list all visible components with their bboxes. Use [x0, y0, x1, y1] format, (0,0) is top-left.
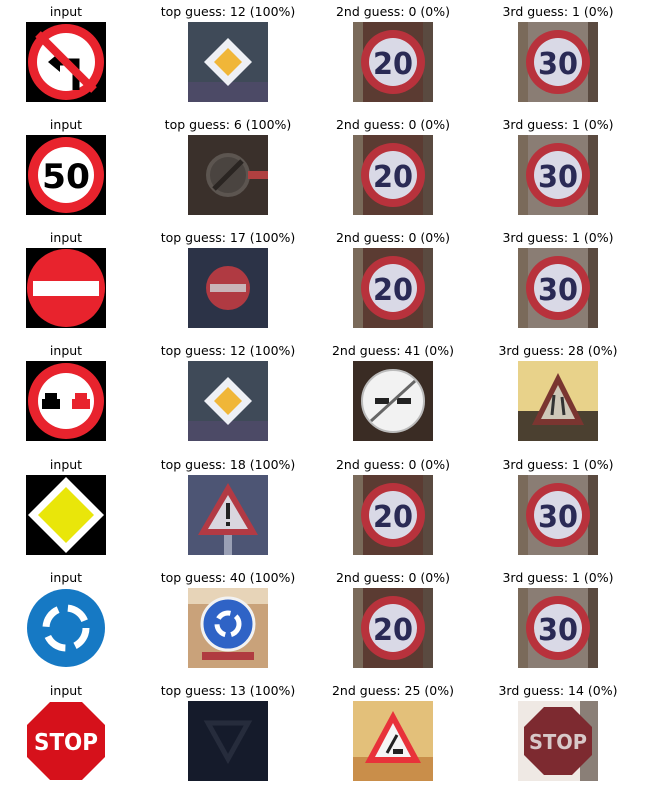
input-caption: input — [49, 683, 83, 698]
guess-caption: 2nd guess: 0 (0%) — [335, 570, 451, 585]
input-cell: input STOP — [0, 683, 146, 783]
input-cell: input — [0, 343, 146, 443]
no-entry-photo-icon — [188, 248, 268, 328]
no-left-turn-sign-icon — [26, 22, 106, 102]
input-caption: input — [49, 343, 83, 358]
input-caption: input — [49, 570, 83, 585]
guess-cell: top guess: 13 (100%) — [148, 683, 308, 783]
speed-limit-20-photo-icon: 20 — [353, 22, 433, 102]
input-cell: input 50 — [0, 117, 146, 217]
svg-text:20: 20 — [373, 613, 413, 648]
speed-limit-50-sign-icon: 50 — [26, 135, 106, 215]
svg-text:30: 30 — [538, 160, 578, 195]
svg-text:20: 20 — [373, 500, 413, 535]
input-caption: input — [49, 4, 83, 19]
svg-text:30: 30 — [538, 500, 578, 535]
end-of-speed-limit-photo-icon — [188, 135, 268, 215]
speed-limit-30-photo-icon: 30 — [518, 588, 598, 668]
guess-caption: 2nd guess: 0 (0%) — [335, 457, 451, 472]
guess-caption: top guess: 13 (100%) — [160, 683, 296, 698]
guess-caption: 2nd guess: 41 (0%) — [331, 343, 454, 358]
guess-cell: top guess: 12 (100%) — [148, 343, 308, 443]
children-crossing-photo-icon — [518, 361, 598, 441]
svg-text:STOP: STOP — [34, 730, 98, 756]
guess-caption: 3rd guess: 1 (0%) — [502, 117, 614, 132]
svg-text:20: 20 — [373, 47, 413, 82]
guess-caption: 2nd guess: 0 (0%) — [335, 117, 451, 132]
guess-cell: 3rd guess: 28 (0%) — [478, 343, 638, 443]
svg-text:30: 30 — [538, 47, 578, 82]
guess-cell: 3rd guess: 1 (0%) 30 — [478, 570, 638, 670]
speed-limit-20-photo-icon: 20 — [353, 475, 433, 555]
no-entry-sign-icon — [26, 248, 106, 328]
speed-limit-20-photo-icon: 20 — [353, 248, 433, 328]
input-caption: input — [49, 230, 83, 245]
guess-caption: 2nd guess: 0 (0%) — [335, 230, 451, 245]
no-overtaking-sign-icon — [26, 361, 106, 441]
guess-caption: top guess: 18 (100%) — [160, 457, 296, 472]
stop-sign-icon: STOP — [26, 701, 106, 781]
guess-cell: 3rd guess: 1 (0%) 30 — [478, 230, 638, 330]
guess-cell: 3rd guess: 1 (0%) 30 — [478, 117, 638, 217]
guess-cell: 2nd guess: 25 (0%) — [313, 683, 473, 783]
guess-cell: top guess: 40 (100%) — [148, 570, 308, 670]
priority-road-photo-icon — [188, 361, 268, 441]
roundabout-photo-icon — [188, 588, 268, 668]
guess-caption: 2nd guess: 0 (0%) — [335, 4, 451, 19]
end-of-no-passing-photo-icon — [353, 361, 433, 441]
priority-road-photo-icon — [188, 22, 268, 102]
guess-caption: 3rd guess: 1 (0%) — [502, 457, 614, 472]
roundabout-sign-icon — [26, 588, 106, 668]
guess-caption: 2nd guess: 25 (0%) — [331, 683, 454, 698]
guess-cell: 2nd guess: 0 (0%) 20 — [313, 457, 473, 557]
speed-limit-30-photo-icon: 30 — [518, 22, 598, 102]
speed-limit-20-photo-icon: 20 — [353, 588, 433, 668]
guess-caption: top guess: 40 (100%) — [160, 570, 296, 585]
input-caption: input — [49, 457, 83, 472]
guess-cell: 3rd guess: 14 (0%) STOP — [478, 683, 638, 783]
svg-text:STOP: STOP — [529, 730, 587, 754]
svg-text:30: 30 — [538, 273, 578, 308]
input-caption: input — [49, 117, 83, 132]
svg-text:20: 20 — [373, 160, 413, 195]
input-cell: input — [0, 570, 146, 670]
guess-caption: top guess: 12 (100%) — [160, 343, 296, 358]
input-cell: input — [0, 4, 146, 104]
guess-caption: 3rd guess: 1 (0%) — [502, 230, 614, 245]
priority-road-sign-icon — [26, 475, 106, 555]
guess-caption: 3rd guess: 14 (0%) — [498, 683, 618, 698]
speed-limit-30-photo-icon: 30 — [518, 248, 598, 328]
guess-cell: 2nd guess: 0 (0%) 20 — [313, 117, 473, 217]
guess-cell: 2nd guess: 0 (0%) 20 — [313, 570, 473, 670]
guess-caption: top guess: 17 (100%) — [160, 230, 296, 245]
road-work-photo-icon — [353, 701, 433, 781]
stop-photo-icon: STOP — [518, 701, 598, 781]
speed-limit-20-photo-icon: 20 — [353, 135, 433, 215]
input-cell: input — [0, 230, 146, 330]
speed-limit-30-photo-icon: 30 — [518, 475, 598, 555]
guess-caption: 3rd guess: 28 (0%) — [498, 343, 618, 358]
general-caution-photo-icon — [188, 475, 268, 555]
guess-cell: top guess: 12 (100%) — [148, 4, 308, 104]
input-cell: input — [0, 457, 146, 557]
svg-text:30: 30 — [538, 613, 578, 648]
guess-cell: top guess: 6 (100%) — [148, 117, 308, 217]
guess-cell: 2nd guess: 0 (0%) 20 — [313, 230, 473, 330]
guess-cell: 2nd guess: 41 (0%) — [313, 343, 473, 443]
guess-caption: top guess: 6 (100%) — [164, 117, 292, 132]
svg-text:20: 20 — [373, 273, 413, 308]
guess-caption: 3rd guess: 1 (0%) — [502, 4, 614, 19]
guess-caption: 3rd guess: 1 (0%) — [502, 570, 614, 585]
guess-cell: top guess: 17 (100%) — [148, 230, 308, 330]
yield-photo-icon — [188, 701, 268, 781]
svg-text:50: 50 — [42, 157, 90, 197]
guess-cell: top guess: 18 (100%) — [148, 457, 308, 557]
guess-cell: 2nd guess: 0 (0%) 20 — [313, 4, 473, 104]
guess-cell: 3rd guess: 1 (0%) 30 — [478, 457, 638, 557]
guess-caption: top guess: 12 (100%) — [160, 4, 296, 19]
speed-limit-30-photo-icon: 30 — [518, 135, 598, 215]
guess-cell: 3rd guess: 1 (0%) 30 — [478, 4, 638, 104]
